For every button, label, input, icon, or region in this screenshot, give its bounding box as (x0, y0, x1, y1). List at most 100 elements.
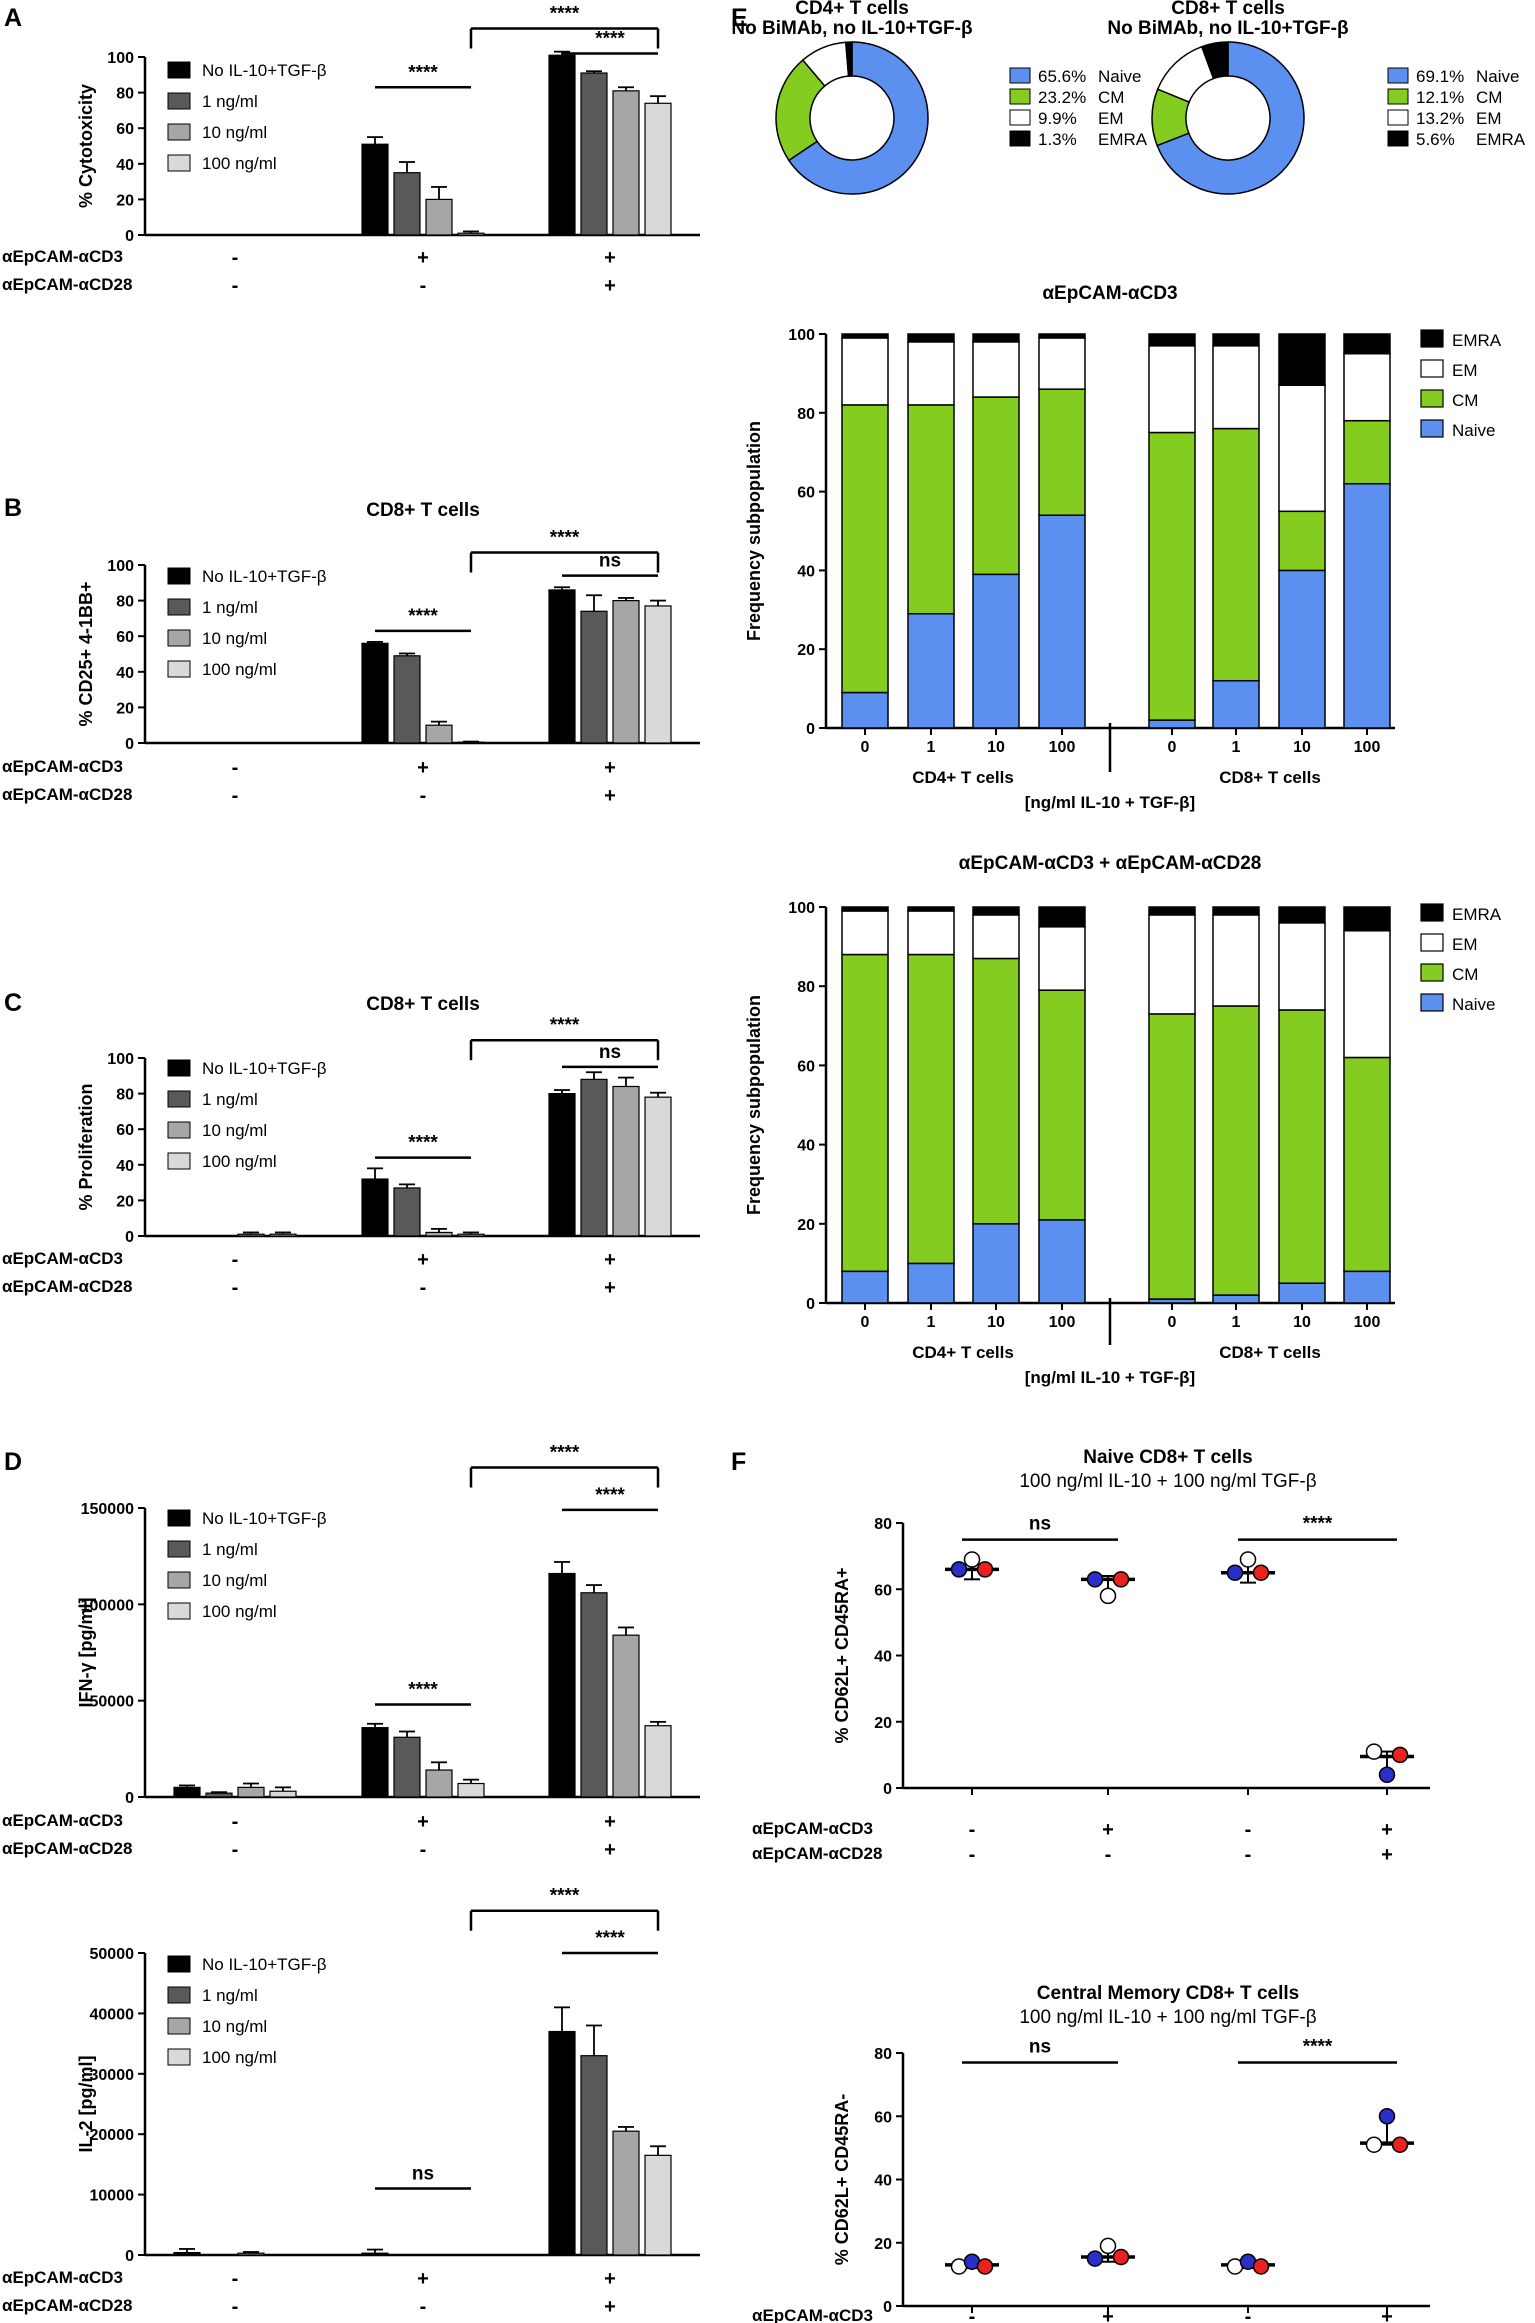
y-axis-label: Frequency subpopulation (744, 995, 764, 1215)
data-point (1252, 1564, 1270, 1581)
x-tick-label: 10 (987, 739, 1005, 756)
stack-segment-emra (1278, 333, 1326, 386)
significance-label: ns (599, 551, 621, 572)
bar (237, 1233, 265, 1237)
y-tick-label: 0 (883, 2299, 892, 2316)
bar (548, 2030, 576, 2256)
stack-segment-em (1038, 337, 1086, 390)
bar (580, 72, 608, 236)
y-tick-label: 0 (125, 736, 134, 753)
legend-swatch (167, 660, 191, 678)
f1-subtitle: 100 ng/ml IL-10 + 100 ng/ml TGF-β (1019, 1471, 1316, 1492)
legend-swatch (167, 1955, 191, 1973)
bar (425, 1769, 453, 1798)
bar (457, 1233, 485, 1237)
treatment-row-label: αEpCAM-αCD3 (2, 757, 123, 776)
stack-segment-cm (1212, 427, 1260, 682)
bar (205, 1792, 233, 1798)
bar (237, 1786, 265, 1798)
significance-label: **** (408, 62, 438, 83)
condition-sign: - (232, 1249, 239, 1271)
legend-swatch (167, 629, 191, 647)
panel-label-d: D (4, 1448, 22, 1476)
legend-swatch (167, 1059, 191, 1077)
condition-sign: - (232, 757, 239, 779)
x-tick-label: 0 (861, 1314, 870, 1331)
y-axis-label: % Proliferation (76, 1083, 96, 1210)
y-tick-label: 20 (874, 1715, 892, 1732)
condition-sign: - (969, 2306, 976, 2323)
legend-label: 100 ng/ml (202, 154, 277, 173)
x-tick-label: 0 (1168, 739, 1177, 756)
bar (548, 54, 576, 236)
y-tick-label: 100000 (81, 1597, 134, 1614)
pie-slice-emra (844, 41, 853, 77)
y-tick-label: 10000 (90, 2188, 135, 2205)
condition-sign: - (1245, 1844, 1252, 1866)
legend-label: 1 ng/ml (202, 598, 258, 617)
y-tick-label: 0 (125, 228, 134, 245)
y-tick-label: 150000 (81, 1501, 134, 1518)
y-tick-label: 60 (797, 485, 815, 502)
legend-label: 100 ng/ml (202, 1602, 277, 1621)
stack-segment-naive (1278, 1282, 1326, 1304)
y-tick-label: 40 (874, 1649, 892, 1666)
panel-label-b: B (4, 494, 22, 522)
panel-label-f: F (731, 1448, 746, 1476)
significance-label: ns (1029, 2036, 1051, 2057)
treatment-row-label: αEpCAM-αCD28 (2, 1277, 132, 1296)
significance-label: **** (1303, 2036, 1333, 2057)
legend-label: 10 ng/ml (202, 629, 267, 648)
stack-legend-swatch (1420, 933, 1444, 952)
legend-label: 10 ng/ml (202, 1571, 267, 1590)
stack-segment-cm (1148, 1013, 1196, 1300)
stack-segment-emra (841, 333, 889, 339)
stack-segment-naive (1278, 569, 1326, 729)
significance-label: **** (595, 1485, 625, 1506)
stack-legend-swatch (1420, 419, 1444, 438)
bar (580, 1078, 608, 1237)
pie-cd8-subtitle: No BiMAb, no IL-10+TGF-β (1107, 18, 1348, 39)
stack-segment-cm (1148, 431, 1196, 721)
stack-segment-emra (1343, 333, 1391, 355)
stack-segment-cm (972, 957, 1020, 1225)
treatment-row-label: αEpCAM-αCD3 (752, 1819, 873, 1838)
pie-chart-E-pie-CD8: 69.1% Naive 12.1% CM 13.2% EM 5.6% EMRA (1151, 41, 1526, 195)
significance-label: ns (1029, 1514, 1051, 1535)
y-tick-label: 80 (874, 2046, 892, 2063)
y-tick-label: 40000 (90, 2006, 135, 2023)
stack-segment-naive (1212, 679, 1260, 729)
treatment-row-label: αEpCAM-αCD28 (752, 1844, 882, 1863)
y-tick-label: 20 (797, 1217, 815, 1234)
y-axis-label: % CD62L+ CD45RA- (832, 2094, 852, 2266)
y-axis-label: % CD62L+ CD45RA+ (832, 1567, 852, 1743)
pie-chart-E-pie-CD4: 65.6% Naive 23.2% CM 9.9% EM 1.3% EMRA (775, 41, 1148, 195)
bar-chart-D2: 0 10000 20000 30000 40000 50000 IL-2 [pg/ml] No… (2, 1886, 700, 2318)
bar (393, 172, 421, 236)
y-tick-label: 100 (107, 1051, 134, 1068)
bar (548, 1572, 576, 1798)
bar (644, 605, 672, 744)
stack-segment-naive (1343, 1270, 1391, 1304)
pie-legend-pct: 13.2% (1416, 109, 1464, 128)
stack-segment-em (907, 341, 955, 406)
stack-segment-cm (1278, 510, 1326, 572)
stack-legend-label: EMRA (1452, 905, 1502, 924)
condition-sign: - (232, 1811, 239, 1833)
condition-sign: - (1105, 1844, 1112, 1866)
f2-title: Central Memory CD8+ T cells (1037, 1983, 1299, 2004)
condition-sign: + (604, 785, 616, 807)
pie-slice-naive (787, 41, 929, 195)
pie-legend-name: CM (1098, 88, 1124, 107)
data-point (1099, 1587, 1117, 1605)
x-tick-label: 1 (1232, 739, 1241, 756)
significance-label: **** (408, 606, 438, 627)
stack-segment-em (972, 914, 1020, 960)
pie-legend-swatch (1009, 130, 1031, 147)
legend-label: No IL-10+TGF-β (202, 61, 327, 80)
condition-sign: + (417, 2268, 429, 2290)
condition-sign: - (232, 247, 239, 269)
stack-segment-emra (1148, 333, 1196, 347)
